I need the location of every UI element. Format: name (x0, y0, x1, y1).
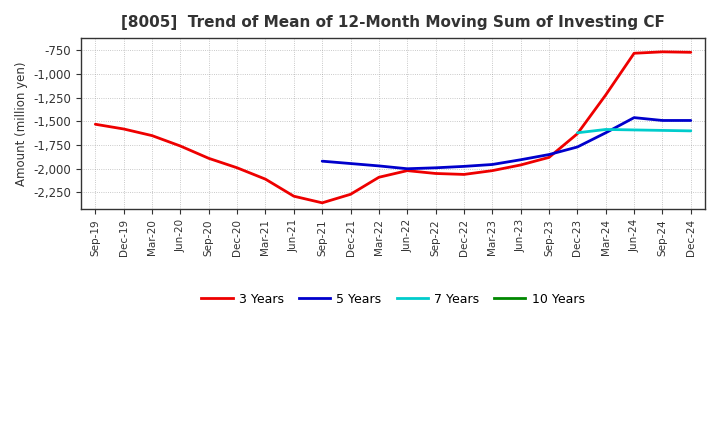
Legend: 3 Years, 5 Years, 7 Years, 10 Years: 3 Years, 5 Years, 7 Years, 10 Years (197, 288, 590, 311)
3 Years (318, 200, 326, 205)
Title: [8005]  Trend of Mean of 12-Month Moving Sum of Investing CF: [8005] Trend of Mean of 12-Month Moving … (121, 15, 665, 30)
7 Years (658, 128, 667, 133)
5 Years (630, 115, 639, 120)
3 Years (573, 131, 582, 136)
5 Years (658, 118, 667, 123)
3 Years (261, 176, 270, 182)
3 Years (204, 156, 213, 161)
3 Years (91, 121, 99, 127)
5 Years (318, 158, 326, 164)
3 Years (516, 162, 525, 168)
7 Years (601, 127, 610, 132)
5 Years (686, 118, 695, 123)
3 Years (488, 168, 497, 173)
3 Years (374, 175, 383, 180)
Line: 3 Years: 3 Years (95, 52, 690, 203)
5 Years (346, 161, 355, 166)
5 Years (488, 162, 497, 167)
3 Years (148, 133, 156, 138)
3 Years (176, 143, 185, 149)
Y-axis label: Amount (million yen): Amount (million yen) (15, 62, 28, 186)
3 Years (630, 51, 639, 56)
3 Years (601, 92, 610, 98)
5 Years (516, 157, 525, 162)
3 Years (289, 194, 298, 199)
5 Years (459, 164, 468, 169)
3 Years (686, 50, 695, 55)
7 Years (630, 127, 639, 132)
5 Years (374, 163, 383, 169)
5 Years (403, 166, 412, 172)
7 Years (686, 128, 695, 133)
Line: 5 Years: 5 Years (322, 117, 690, 169)
3 Years (459, 172, 468, 177)
5 Years (545, 152, 554, 157)
Line: 7 Years: 7 Years (577, 129, 690, 133)
3 Years (431, 171, 440, 176)
5 Years (573, 144, 582, 150)
5 Years (601, 130, 610, 136)
3 Years (545, 155, 554, 160)
3 Years (658, 49, 667, 55)
3 Years (120, 126, 128, 132)
3 Years (403, 168, 412, 173)
7 Years (573, 130, 582, 136)
5 Years (431, 165, 440, 170)
3 Years (233, 165, 241, 170)
3 Years (346, 192, 355, 197)
